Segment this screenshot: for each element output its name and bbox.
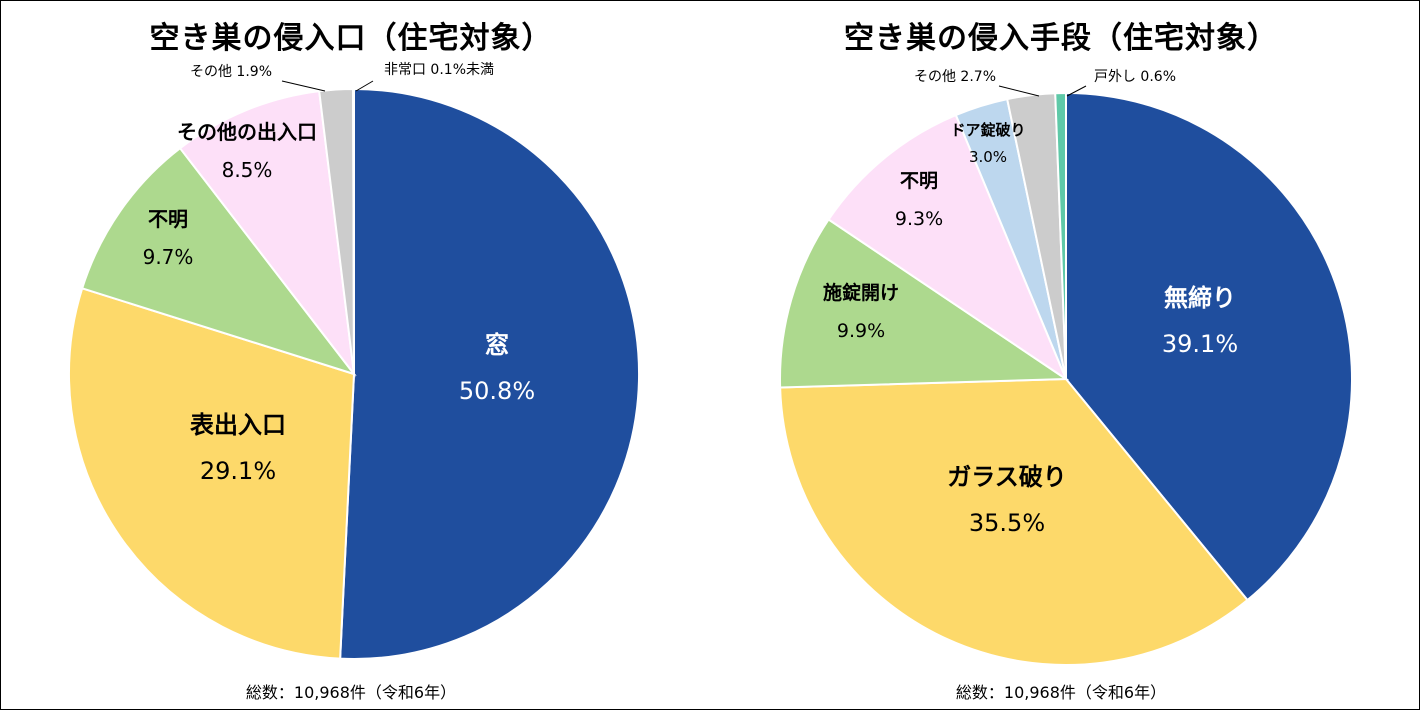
slice-value-label: 35.5% [969, 509, 1045, 537]
slice-value-label: 50.8% [459, 377, 535, 405]
leader-line [1066, 85, 1087, 97]
chart-footnote: 総数：10,968件（令和6年） [245, 683, 457, 702]
chart-footnote: 総数：10,968件（令和6年） [955, 683, 1167, 702]
slice-value-label: 29.1% [200, 457, 276, 485]
slices [779, 91, 1353, 666]
slice-label: 不明 [900, 170, 938, 192]
leader-line [998, 85, 1040, 97]
slice-label: その他 2.7% [914, 69, 996, 85]
slice-value-label: 9.3% [895, 208, 943, 230]
pie-chart-entry-point: 窓 50.8% 表出入口 29.1% 不明 9.7% その他の出入口 8.5% その他 1.9%… [68, 62, 641, 660]
slice-label: その他 1.9% [190, 64, 272, 80]
pie-panel-entry-point: 空き巣の侵入口（住宅対象） 窓 50.8% 表出入口 29.1% 不明 9.7% その他の出… [1, 1, 711, 709]
pie-slice [1054, 91, 1067, 380]
slice-label: 非常口 0.1%未満 [384, 62, 494, 78]
pie-slice [827, 113, 1069, 382]
slice-value-label: 9.9% [837, 320, 885, 342]
pie-slice [779, 218, 1070, 389]
pie-chart-entry-method: 無締り 39.1% ガラス破り 35.5% 施錠開け 9.9% 不明 9.3% ドア錠破り 3.0… [779, 69, 1353, 666]
slice-value-label: 9.7% [143, 245, 194, 269]
leader-lines [998, 85, 1087, 97]
pie-slice [339, 87, 641, 660]
leader-lines [281, 80, 374, 92]
slice-label: 施錠開け [823, 281, 899, 304]
slice-value-label: 8.5% [222, 158, 273, 182]
slice-label: 不明 [148, 207, 188, 231]
slice-value-label: 39.1% [1162, 330, 1238, 358]
pie-slice [178, 90, 356, 378]
pie-slice [80, 146, 357, 376]
slice-value-label: 3.0% [969, 148, 1007, 166]
chart-title: 空き巣の侵入口（住宅対象） [149, 21, 553, 56]
slice-labels: 窓 50.8% 表出入口 29.1% 不明 9.7% その他の出入口 8.5% その他 1.9%… [143, 62, 536, 485]
pie-panel-entry-method: 空き巣の侵入手段（住宅対象） 無締り 39.1% ガラス破り 35.5% 施錠開け 9.9… [711, 1, 1420, 709]
slice-label: ドア錠破り [950, 121, 1025, 139]
slice-labels: 無締り 39.1% ガラス破り 35.5% 施錠開け 9.9% 不明 9.3% ドア錠破り 3.0… [823, 69, 1238, 537]
leader-line [355, 80, 374, 92]
pie-slice [1065, 91, 1353, 602]
slice-label: 窓 [485, 331, 509, 359]
slice-label: その他の出入口 [177, 120, 317, 144]
slice-label: ガラス破り [947, 463, 1067, 491]
chart-title: 空き巣の侵入手段（住宅対象） [844, 21, 1278, 56]
leader-line [281, 80, 326, 92]
pie-slice [68, 287, 356, 660]
slice-label: 戸外し 0.6% [1094, 69, 1176, 85]
pie-slice [352, 87, 355, 375]
slices [68, 87, 641, 660]
slice-label: 無締り [1164, 284, 1236, 312]
pie-slice [779, 377, 1249, 666]
slice-label: 表出入口 [190, 411, 286, 439]
